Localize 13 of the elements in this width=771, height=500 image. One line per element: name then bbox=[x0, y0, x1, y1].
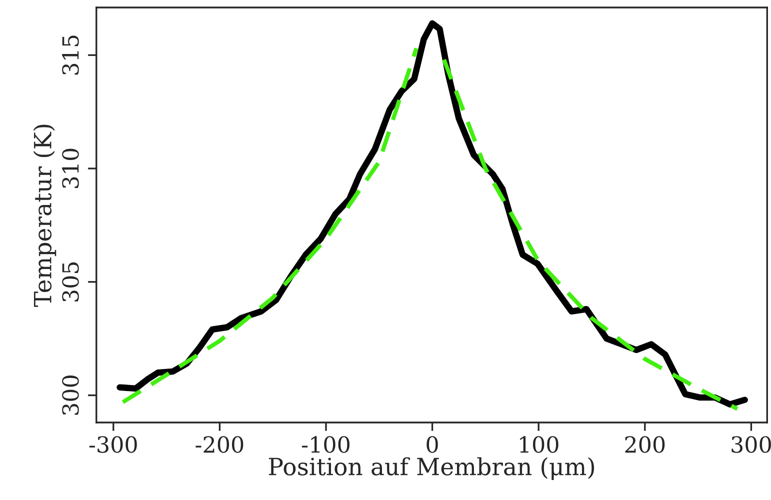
y-axis-title: Temperatur (K) bbox=[33, 124, 56, 307]
y-tick-label: 315 bbox=[62, 36, 79, 75]
y-tick-label: 310 bbox=[62, 148, 79, 188]
x-tick-label: -300 bbox=[89, 436, 137, 453]
x-tick-label: 100 bbox=[520, 436, 558, 453]
x-tick-label: 300 bbox=[732, 436, 771, 453]
y-tick-label: 305 bbox=[62, 262, 79, 302]
x-tick-label: 200 bbox=[625, 436, 665, 453]
x-tick-label: -100 bbox=[302, 436, 350, 453]
x-tick-label: 0 bbox=[426, 436, 438, 453]
y-tick-label: 300 bbox=[62, 376, 79, 415]
x-axis-title: Position auf Membran (μm) bbox=[268, 457, 594, 480]
x-tick-label: -200 bbox=[196, 436, 244, 453]
